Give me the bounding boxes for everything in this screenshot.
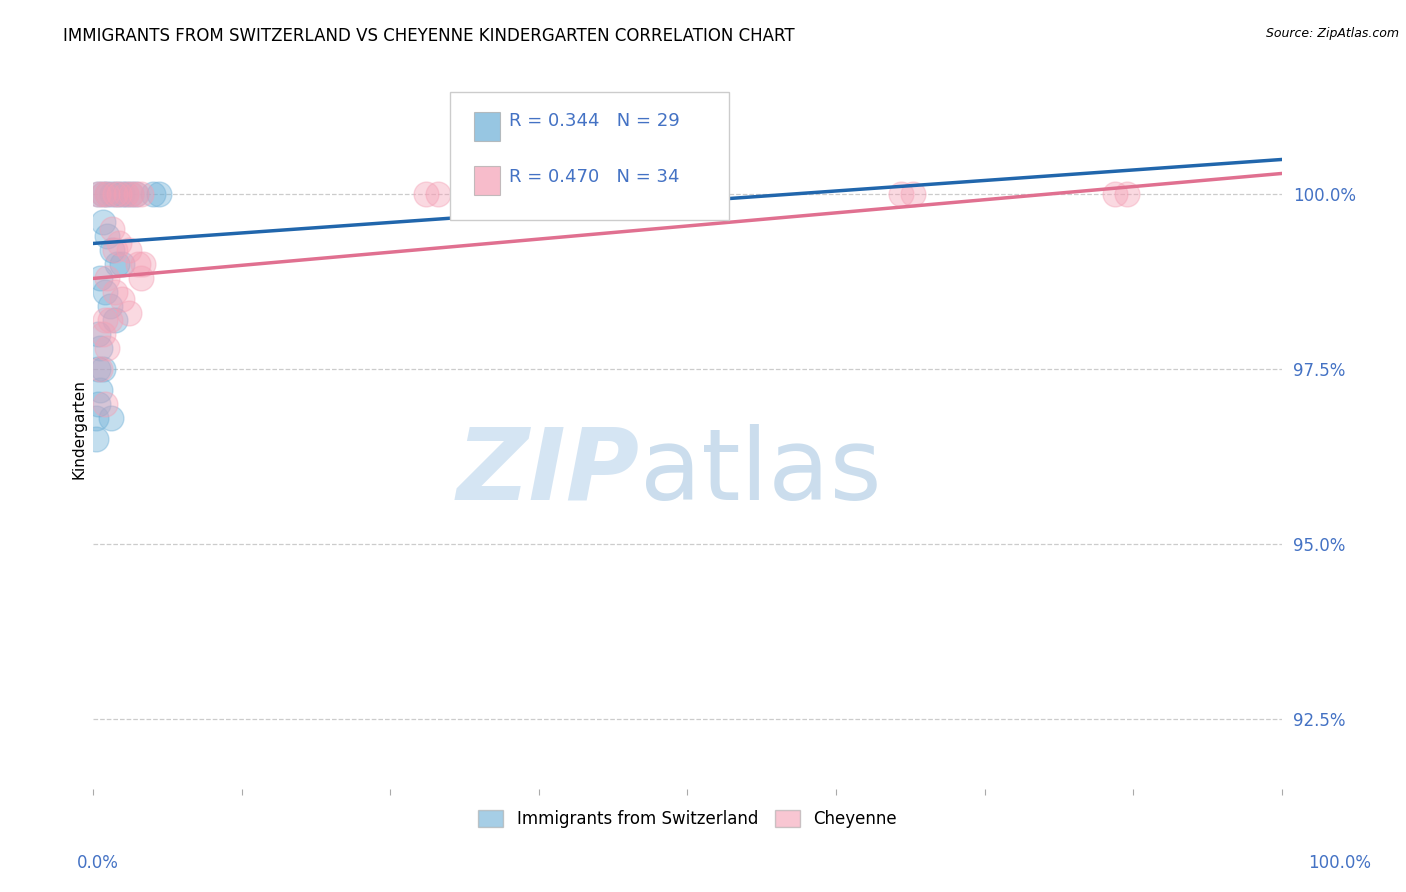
Point: [96, 187, 118, 202]
Point: [91, 215, 114, 229]
Point: [652, 187, 675, 202]
Bar: [474, 166, 499, 194]
Point: [132, 257, 155, 271]
Point: [91, 187, 114, 202]
Point: [108, 187, 131, 202]
Point: [89, 271, 111, 285]
Point: [129, 271, 152, 285]
Point: [101, 222, 124, 236]
Point: [96, 187, 118, 202]
Point: [115, 187, 138, 202]
Point: [96, 229, 118, 244]
Point: [103, 187, 125, 202]
Legend: Immigrants from Switzerland, Cheyenne: Immigrants from Switzerland, Cheyenne: [471, 804, 903, 835]
Point: [100, 411, 122, 425]
Point: [118, 306, 141, 320]
Point: [115, 187, 138, 202]
Point: [94, 285, 117, 300]
Point: [101, 187, 124, 202]
Point: [127, 257, 149, 271]
Y-axis label: Kindergarten: Kindergarten: [72, 379, 86, 479]
Point: [87, 327, 110, 342]
Point: [103, 244, 125, 258]
FancyBboxPatch shape: [450, 92, 730, 219]
Point: [96, 342, 118, 356]
Point: [890, 187, 912, 202]
Point: [87, 362, 110, 376]
Point: [148, 187, 170, 202]
Text: IMMIGRANTS FROM SWITZERLAND VS CHEYENNE KINDERGARTEN CORRELATION CHART: IMMIGRANTS FROM SWITZERLAND VS CHEYENNE …: [63, 27, 794, 45]
Point: [84, 433, 107, 447]
Point: [125, 187, 148, 202]
Point: [664, 187, 686, 202]
Point: [98, 313, 121, 327]
Point: [105, 257, 128, 271]
Point: [89, 342, 111, 356]
Point: [129, 187, 152, 202]
Point: [91, 187, 114, 202]
Point: [1116, 187, 1139, 202]
Point: [91, 362, 114, 376]
Point: [103, 285, 125, 300]
Point: [111, 293, 134, 307]
Text: 100.0%: 100.0%: [1308, 855, 1371, 872]
Text: atlas: atlas: [640, 424, 882, 521]
Point: [1104, 187, 1126, 202]
Point: [105, 187, 128, 202]
Point: [415, 187, 437, 202]
Point: [96, 271, 118, 285]
Point: [91, 327, 114, 342]
Point: [142, 187, 165, 202]
Text: R = 0.470   N = 34: R = 0.470 N = 34: [509, 168, 679, 186]
Point: [111, 257, 134, 271]
Point: [84, 411, 107, 425]
Point: [87, 187, 110, 202]
Point: [89, 362, 111, 376]
Text: R = 0.344   N = 29: R = 0.344 N = 29: [509, 112, 681, 130]
Point: [120, 187, 142, 202]
Text: Source: ZipAtlas.com: Source: ZipAtlas.com: [1265, 27, 1399, 40]
Point: [426, 187, 449, 202]
Point: [118, 244, 141, 258]
Text: 0.0%: 0.0%: [77, 855, 120, 872]
Point: [94, 313, 117, 327]
Bar: [474, 112, 499, 141]
Point: [903, 187, 925, 202]
Point: [87, 187, 110, 202]
Point: [111, 187, 134, 202]
Point: [98, 300, 121, 314]
Point: [108, 236, 131, 251]
Point: [101, 244, 124, 258]
Point: [125, 187, 148, 202]
Point: [120, 187, 142, 202]
Point: [89, 384, 111, 398]
Point: [87, 397, 110, 411]
Point: [94, 397, 117, 411]
Point: [103, 313, 125, 327]
Text: ZIP: ZIP: [457, 424, 640, 521]
